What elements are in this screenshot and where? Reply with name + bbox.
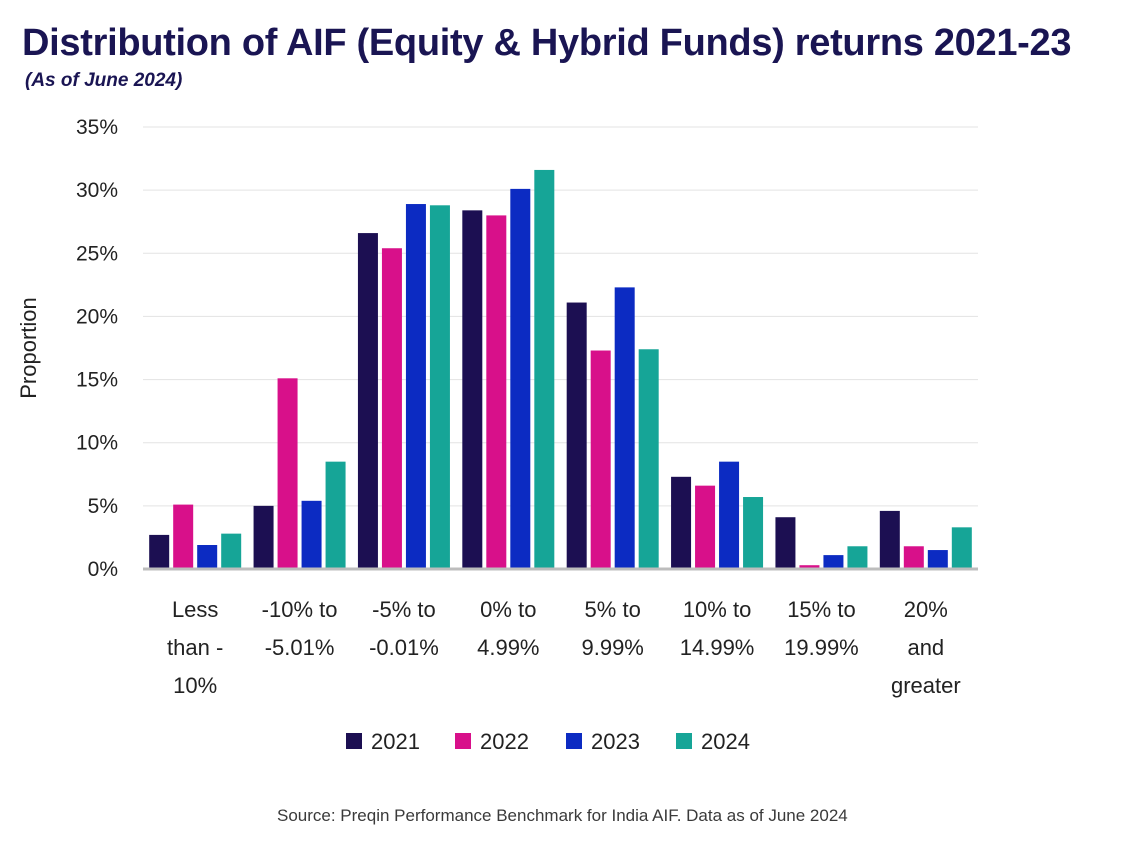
category-label-line: greater xyxy=(891,673,961,698)
bar-2023 xyxy=(301,500,322,569)
category-label: 0% to 4.99% xyxy=(477,597,539,660)
legend-swatch-2023 xyxy=(566,733,582,749)
category-label-line: -5% to xyxy=(372,597,436,622)
bar-2021 xyxy=(671,476,692,569)
bar-2023 xyxy=(927,550,948,569)
y-tick-label: 30% xyxy=(76,179,118,202)
bar-2021 xyxy=(149,534,170,569)
bar-2024 xyxy=(429,205,450,569)
bar-2021 xyxy=(357,233,378,569)
bar-2023 xyxy=(197,545,218,569)
legend-label-2022: 2022 xyxy=(480,729,529,754)
bar-2023 xyxy=(614,287,635,569)
y-tick-label: 25% xyxy=(76,242,118,265)
bar-2024 xyxy=(325,461,346,569)
category-label-line: -5.01% xyxy=(265,635,335,660)
bar-2021 xyxy=(879,510,900,569)
y-tick-label: 15% xyxy=(76,369,118,392)
category-label-line: 0% to xyxy=(480,597,536,622)
bar-2024 xyxy=(951,527,972,569)
category-label-line: than - xyxy=(167,635,223,660)
category-label-line: -0.01% xyxy=(369,635,439,660)
category-label-line: Less xyxy=(172,597,218,622)
bar-2022 xyxy=(381,248,402,569)
legend-swatch-2021 xyxy=(346,733,362,749)
category-label-line: 15% to xyxy=(787,597,856,622)
bar-2021 xyxy=(566,302,587,569)
bar-2024 xyxy=(221,533,242,569)
bar-2024 xyxy=(638,349,659,569)
bar-2021 xyxy=(253,505,274,569)
bar-2023 xyxy=(719,461,740,569)
legend-swatch-2024 xyxy=(676,733,692,749)
x-axis-categories: Less than - 10% -10% to -5.01% -5% to -0.01% 0%… xyxy=(167,597,961,698)
bar-2022 xyxy=(903,546,924,569)
category-label: 20% and greater xyxy=(891,597,961,698)
bar-2021 xyxy=(462,210,483,569)
bar-2023 xyxy=(823,555,844,569)
bar-2022 xyxy=(277,378,298,569)
y-tick-label: 10% xyxy=(76,432,118,455)
category-label-line: 4.99% xyxy=(477,635,539,660)
bar-2022 xyxy=(590,350,611,569)
bar-2022 xyxy=(173,504,194,569)
category-label-line: -10% to xyxy=(262,597,338,622)
legend-label-2024: 2024 xyxy=(701,729,750,754)
category-label: -10% to -5.01% xyxy=(262,597,338,660)
legend-label-2021: 2021 xyxy=(371,729,420,754)
category-label-line: 20% xyxy=(904,597,948,622)
category-label-line: 5% to xyxy=(585,597,641,622)
bar-2024 xyxy=(743,497,764,569)
category-label-line: 10% to xyxy=(683,597,752,622)
category-label-line: 9.99% xyxy=(581,635,643,660)
bar-2023 xyxy=(405,204,426,569)
y-tick-label: 20% xyxy=(76,305,118,328)
bar-2022 xyxy=(799,565,820,569)
category-label: -5% to -0.01% xyxy=(369,597,439,660)
y-tick-label: 0% xyxy=(88,558,118,581)
bar-2022 xyxy=(486,215,507,569)
bar-chart: 0% 5% 10% 15% 20% 25% 30% 35% Less than - 10% -10%… xyxy=(16,116,978,754)
chart-subtitle: (As of June 2024) xyxy=(25,70,183,91)
bar-2024 xyxy=(847,546,868,569)
bar-2024 xyxy=(534,169,555,570)
category-label-line: 19.99% xyxy=(784,635,859,660)
bars xyxy=(143,169,978,571)
gridlines xyxy=(143,126,978,507)
legend-swatch-2022 xyxy=(455,733,471,749)
category-label: 5% to 9.99% xyxy=(581,597,643,660)
bar-2021 xyxy=(775,517,796,569)
category-label-line: and xyxy=(907,635,944,660)
y-axis-ticks: 0% 5% 10% 15% 20% 25% 30% 35% xyxy=(76,116,118,581)
y-tick-label: 5% xyxy=(88,495,118,518)
legend: 2021 2022 2023 2024 xyxy=(346,729,750,754)
category-label-line: 10% xyxy=(173,673,217,698)
bar-2022 xyxy=(695,485,716,569)
source-note: Source: Preqin Performance Benchmark for… xyxy=(277,806,848,825)
category-label: 15% to 19.99% xyxy=(784,597,859,660)
chart-title: Distribution of AIF (Equity & Hybrid Fun… xyxy=(22,22,1072,64)
legend-label-2023: 2023 xyxy=(591,729,640,754)
category-label: Less than - 10% xyxy=(167,597,223,698)
y-tick-label: 35% xyxy=(76,116,118,139)
bar-2023 xyxy=(510,188,531,569)
y-axis-label: Proportion xyxy=(16,297,41,399)
category-label-line: 14.99% xyxy=(680,635,755,660)
category-label: 10% to 14.99% xyxy=(680,597,755,660)
